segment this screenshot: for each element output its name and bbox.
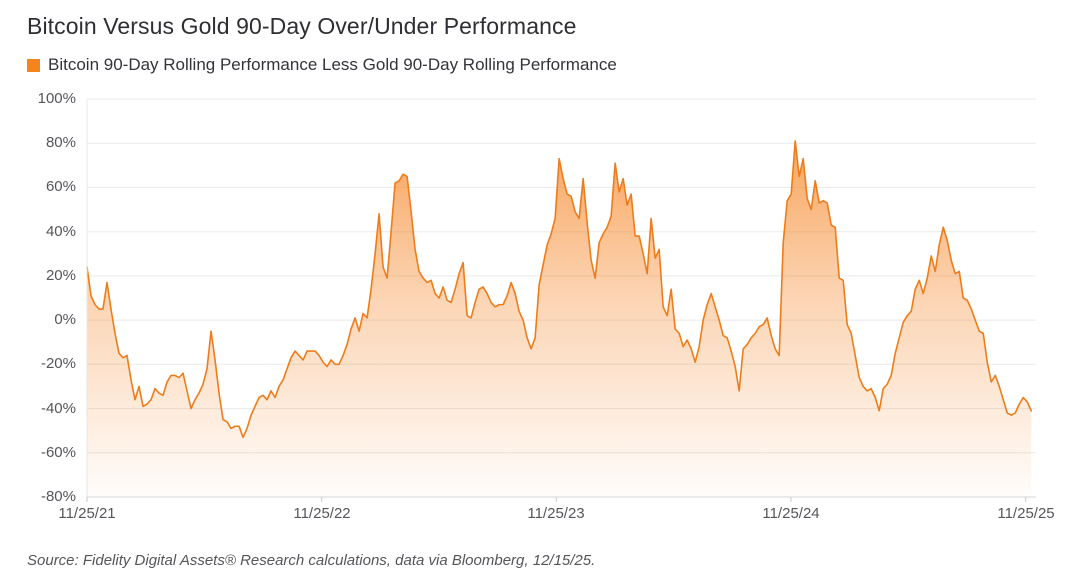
y-axis-tick-label: 0%	[54, 311, 76, 328]
y-axis-tick-label: -20%	[40, 355, 76, 372]
y-axis-tick-label: -60%	[40, 444, 76, 461]
source-note: Source: Fidelity Digital Assets® Researc…	[27, 552, 596, 569]
x-axis-tick-label: 11/25/22	[293, 505, 351, 522]
y-axis-tick-label: -80%	[40, 488, 76, 505]
x-axis-tick-label: 11/25/24	[762, 505, 820, 522]
chart-title: Bitcoin Versus Gold 90-Day Over/Under Pe…	[27, 13, 577, 39]
axes	[86, 99, 1036, 502]
legend-swatch-icon	[27, 58, 40, 72]
y-axis-tick-label: 80%	[45, 134, 76, 151]
y-axis-tick-label: 40%	[45, 223, 76, 240]
x-axis-tick-label: 11/25/23	[527, 505, 585, 522]
legend: Bitcoin 90-Day Rolling Performance Less …	[27, 55, 617, 75]
y-axis-tick-label: -40%	[40, 400, 76, 417]
series-line	[86, 140, 1033, 439]
x-axis-tick-label: 11/25/25	[997, 505, 1055, 522]
legend-label: Bitcoin 90-Day Rolling Performance Less …	[48, 55, 617, 74]
x-axis-tick-label: 11/25/21	[58, 505, 116, 522]
series-area-fill	[87, 141, 1032, 497]
y-axis-tick-label: 60%	[45, 178, 76, 195]
y-axis-tick-label: 100%	[37, 90, 76, 107]
y-axis-tick-label: 20%	[45, 267, 76, 284]
